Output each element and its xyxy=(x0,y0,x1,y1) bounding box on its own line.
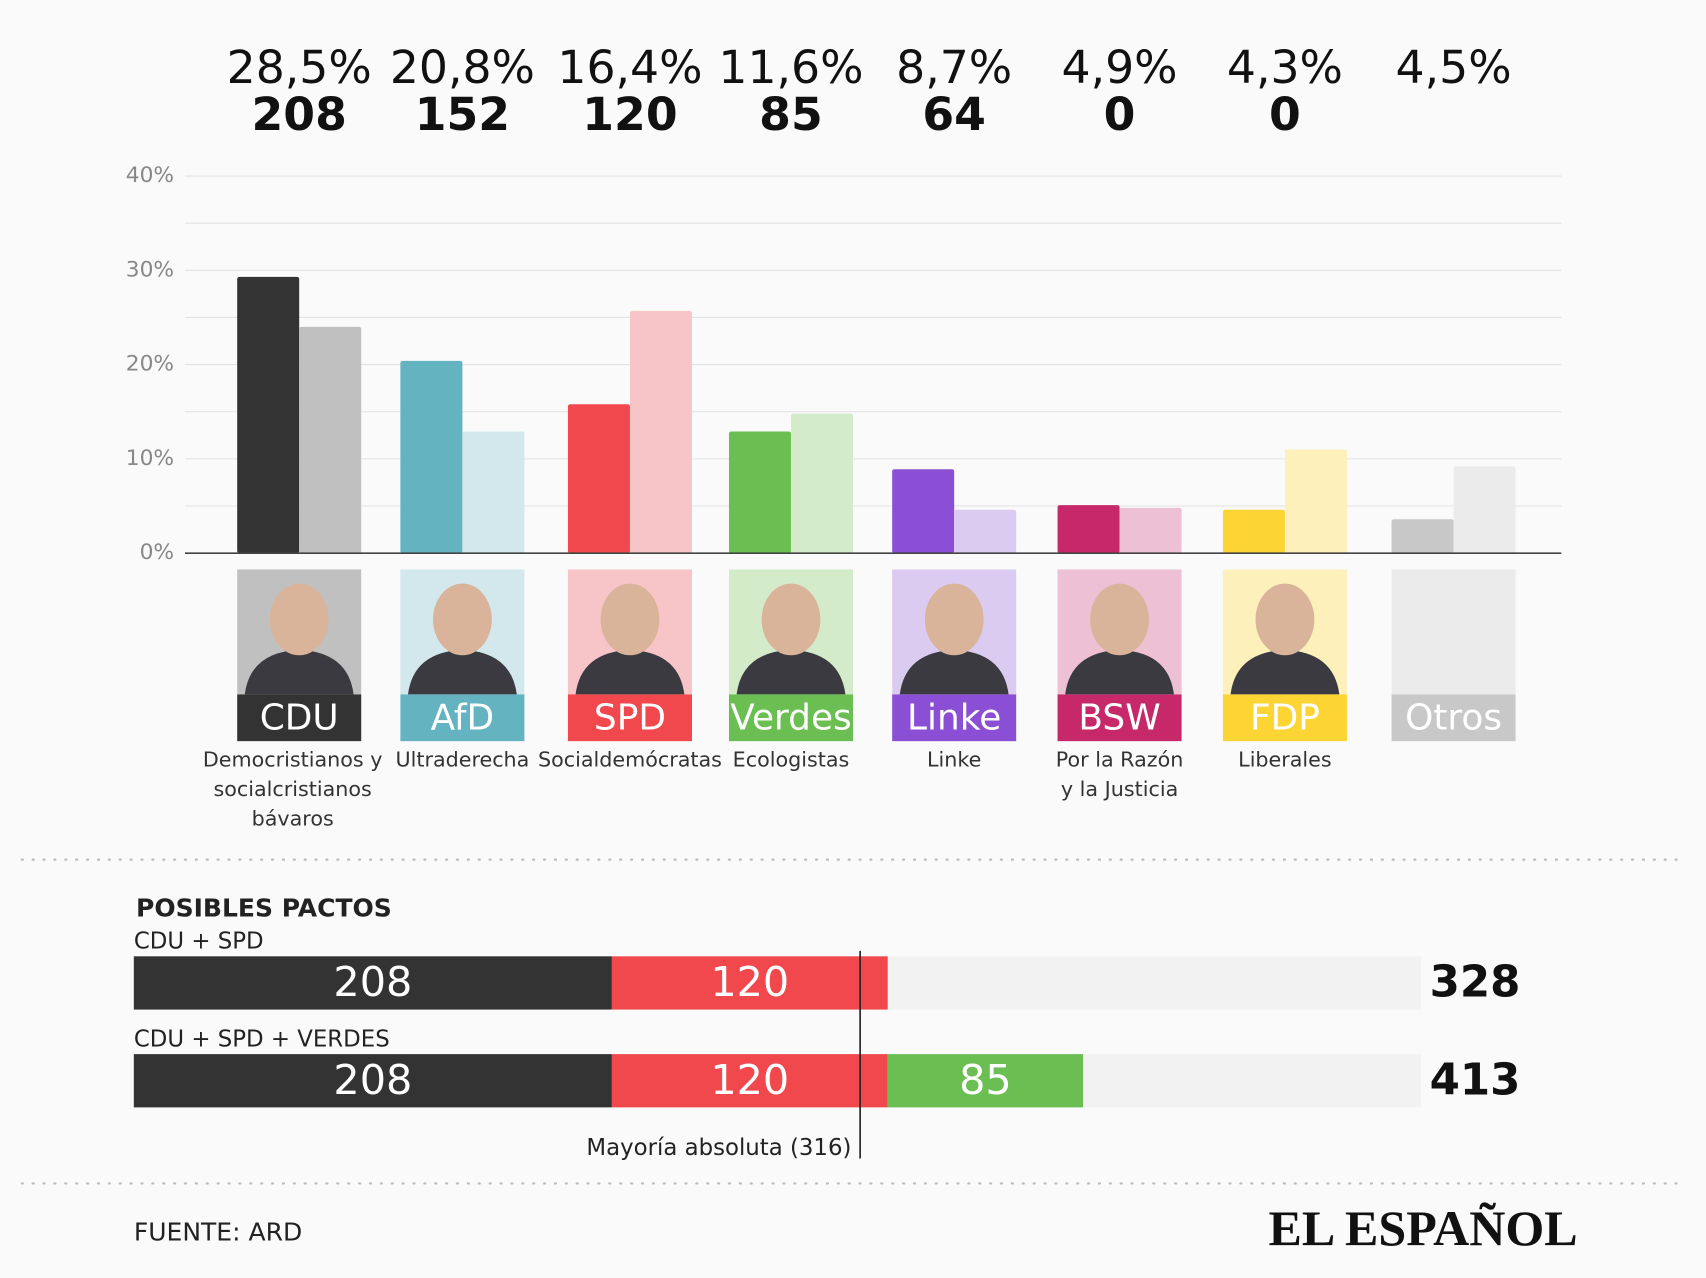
source: FUENTE: ARD xyxy=(134,1217,302,1246)
bar xyxy=(629,310,692,554)
party-code: Otros xyxy=(1405,697,1502,738)
seats: 0 xyxy=(1104,88,1136,141)
pact-segment xyxy=(133,1054,612,1108)
photo-silhouette xyxy=(1065,649,1174,695)
seats: 208 xyxy=(252,88,347,141)
pact-segment xyxy=(133,956,612,1010)
pact-label: CDU + SPD + VERDES xyxy=(134,1027,390,1053)
vote-share: 20,8% xyxy=(390,41,535,94)
photo-silhouette xyxy=(1255,583,1315,656)
y-tick-label: 30% xyxy=(126,257,174,282)
party-description: Socialdemócratas xyxy=(538,748,722,772)
bar xyxy=(1391,519,1454,554)
bar xyxy=(299,326,362,554)
vote-share: 4,5% xyxy=(1396,41,1512,94)
party-description: Ultraderecha xyxy=(395,748,529,772)
vote-share: 28,5% xyxy=(227,41,372,94)
photo xyxy=(1391,569,1516,695)
bar xyxy=(1057,505,1120,554)
majority-label: Mayoría absoluta (316) xyxy=(586,1135,851,1161)
party-band xyxy=(237,694,362,742)
photo-silhouette xyxy=(600,583,660,656)
seats: 0 xyxy=(1269,88,1301,141)
bar xyxy=(567,404,630,554)
bar xyxy=(790,413,853,554)
seats: 152 xyxy=(415,88,510,141)
bar xyxy=(728,431,791,554)
pact-label: CDU + SPD xyxy=(134,929,264,955)
party-code: Verdes xyxy=(730,697,852,738)
pact-segment-label: 120 xyxy=(710,958,789,1006)
photo-silhouette xyxy=(408,649,517,695)
party-description: bávaros xyxy=(252,806,334,830)
party-description: Liberales xyxy=(1238,748,1331,772)
vote-share: 11,6% xyxy=(718,41,863,94)
party-band xyxy=(1222,694,1347,742)
pact-segment-label: 120 xyxy=(710,1056,789,1104)
photo-silhouette xyxy=(899,649,1009,695)
bar xyxy=(462,431,525,554)
photo-silhouette xyxy=(1230,649,1340,695)
y-tick-label: 40% xyxy=(126,163,174,188)
vote-share: 8,7% xyxy=(896,41,1012,94)
logo: EL ESPAÑOL xyxy=(1269,1200,1578,1256)
party-description: Linke xyxy=(927,748,981,772)
photo-silhouette xyxy=(269,583,329,656)
photo-silhouette xyxy=(575,649,685,695)
y-tick-label: 10% xyxy=(126,446,174,471)
bar xyxy=(1284,449,1347,554)
party-band xyxy=(567,694,692,742)
party-description: Ecologistas xyxy=(733,748,850,772)
party-code: AfD xyxy=(431,697,495,738)
photo-silhouette xyxy=(433,583,492,656)
party-code: FDP xyxy=(1250,697,1320,738)
photo-silhouette xyxy=(924,583,984,656)
party-code: SPD xyxy=(594,697,666,738)
party-description: Por la Razón xyxy=(1056,748,1184,772)
seats: 85 xyxy=(759,88,823,141)
photo-silhouette xyxy=(736,649,846,695)
y-tick-label: 0% xyxy=(140,540,175,565)
bar xyxy=(1453,466,1516,554)
pacts-title: POSIBLES PACTOS xyxy=(136,894,392,923)
party-code: BSW xyxy=(1078,697,1160,738)
bar xyxy=(892,469,955,554)
pact-segment xyxy=(611,956,888,1010)
party-band xyxy=(892,694,1017,742)
vote-share: 4,3% xyxy=(1227,41,1343,94)
party-description: y la Justicia xyxy=(1061,777,1178,801)
vote-share: 16,4% xyxy=(557,41,702,94)
seats: 120 xyxy=(582,88,677,141)
bar xyxy=(1119,507,1182,554)
party-description: socialcristianos xyxy=(214,777,372,801)
pact-segment-label: 208 xyxy=(333,958,412,1006)
party-code: Linke xyxy=(907,697,1001,738)
party-code: CDU xyxy=(260,697,339,738)
photo-silhouette xyxy=(1090,583,1149,656)
y-tick-label: 20% xyxy=(126,352,174,377)
seats: 64 xyxy=(922,88,986,141)
bar xyxy=(1222,509,1285,554)
photo-silhouette xyxy=(244,649,354,695)
pact-total: 413 xyxy=(1430,1055,1521,1105)
pact-segment xyxy=(887,1054,1084,1108)
photo-silhouette xyxy=(761,583,821,656)
pact-segment xyxy=(611,1054,888,1108)
party-band xyxy=(1391,694,1516,742)
vote-share: 4,9% xyxy=(1062,41,1178,94)
pact-segment-label: 208 xyxy=(333,1056,412,1104)
bar xyxy=(237,276,300,554)
party-band xyxy=(400,694,525,742)
party-band xyxy=(728,694,853,742)
bar xyxy=(400,360,463,554)
party-band xyxy=(1057,694,1182,742)
pact-segment-label: 85 xyxy=(959,1056,1012,1104)
party-description: Democristianos y xyxy=(203,748,383,772)
bar xyxy=(954,509,1017,554)
pact-total: 328 xyxy=(1430,958,1521,1008)
